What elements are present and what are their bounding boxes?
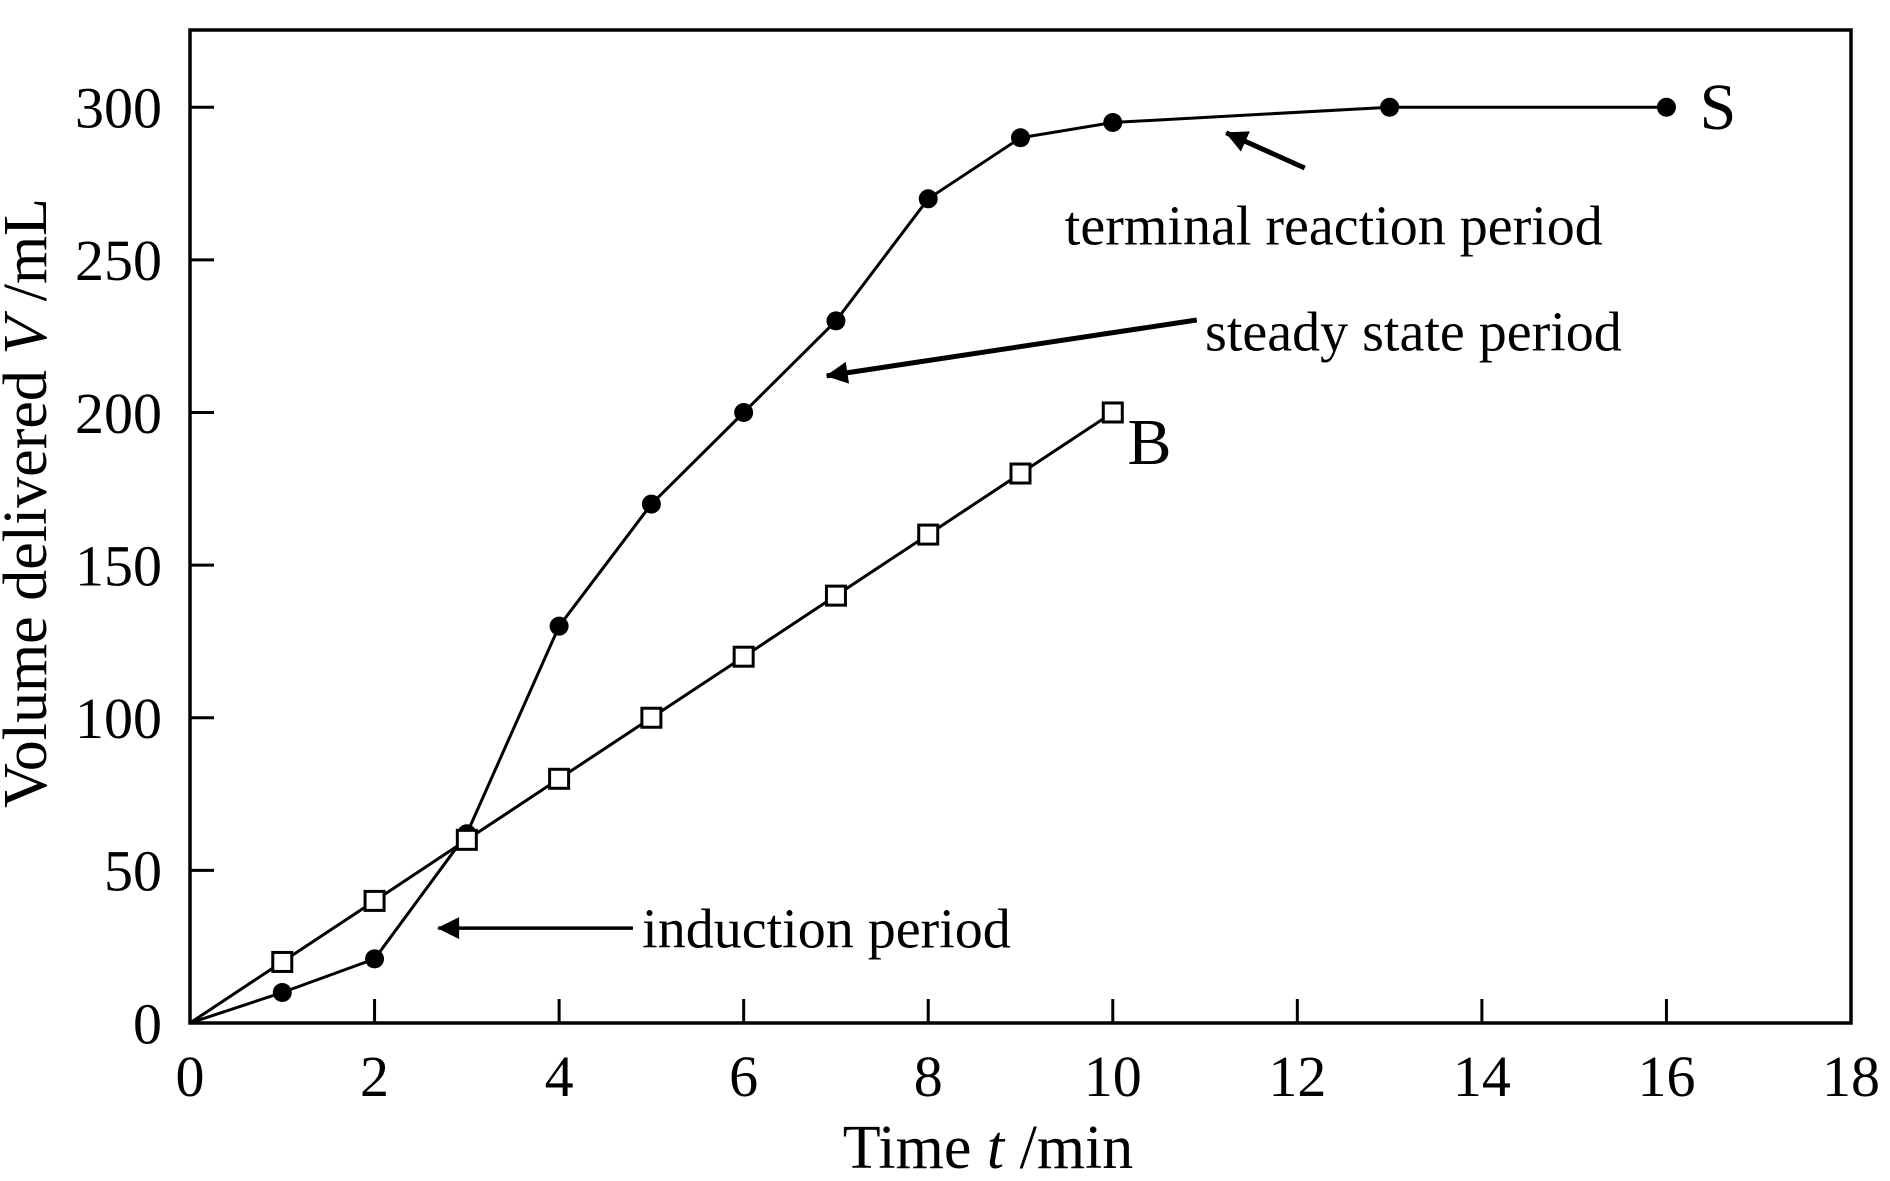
x-tick-label: 6 <box>729 1044 758 1109</box>
series-S-marker <box>549 616 569 636</box>
series-S-marker <box>365 949 385 969</box>
series-B-marker <box>363 889 386 912</box>
y-tick-label: 300 <box>75 76 162 141</box>
y-axis-title-part: V <box>0 311 60 355</box>
series-S-marker <box>1656 97 1676 117</box>
series-S-marker <box>918 189 938 209</box>
x-tick-label: 16 <box>1637 1044 1695 1109</box>
series-S-marker <box>734 402 754 422</box>
x-tick-label: 18 <box>1822 1044 1880 1109</box>
series-S-marker <box>272 982 292 1002</box>
y-axis-title-part: Volume delivered <box>0 355 60 808</box>
y-axis-title: Volume delivered V /mL <box>0 198 60 808</box>
series-S-marker <box>641 494 661 514</box>
series-B-marker <box>1009 462 1032 485</box>
y-axis-title-part: /mL <box>0 198 60 317</box>
x-axis-title-part: /min <box>1004 1114 1133 1181</box>
x-tick-label: 12 <box>1268 1044 1326 1109</box>
series-B-marker <box>917 523 940 546</box>
series-B-marker <box>1101 401 1124 424</box>
x-tick-label: 14 <box>1453 1044 1511 1109</box>
y-tick-label: 100 <box>75 686 162 751</box>
annotation-label-induction-period: induction period <box>642 899 1011 961</box>
annotation-label-terminal-reaction-period: terminal reaction period <box>1065 196 1603 258</box>
x-tick-label: 10 <box>1084 1044 1142 1109</box>
x-tick-label: 4 <box>545 1044 574 1109</box>
plot-frame <box>188 28 1853 1025</box>
y-tick-label: 50 <box>104 839 162 904</box>
x-axis-title-part: Time <box>843 1114 987 1181</box>
series-S-label: S <box>1700 71 1737 144</box>
x-tick-label: 8 <box>914 1044 943 1109</box>
series-S-marker <box>826 311 846 331</box>
series-S-marker <box>1103 112 1123 132</box>
annotation-label-steady-state-period: steady state period <box>1205 302 1622 364</box>
series-B-marker <box>824 584 847 607</box>
y-tick-label: 200 <box>75 381 162 446</box>
x-axis-title: Time t /min <box>843 1114 1134 1181</box>
series-B-label: B <box>1128 406 1172 479</box>
annotation-arrow-steady-state-period <box>825 317 1198 384</box>
series-B-marker <box>271 950 294 973</box>
x-axis-title-part: t <box>987 1114 1006 1181</box>
series-B-marker <box>455 828 478 851</box>
y-tick-label: 150 <box>75 533 162 598</box>
y-tick-label: 0 <box>133 991 162 1056</box>
series-B-marker <box>548 767 571 790</box>
series-B-marker <box>640 706 663 729</box>
x-tick-label: 2 <box>360 1044 389 1109</box>
annotation-arrow-terminal-reaction-period <box>1225 130 1306 171</box>
y-tick-label: 250 <box>75 228 162 293</box>
x-tick-label: 0 <box>176 1044 205 1109</box>
series-B-marker <box>732 645 755 668</box>
series-S-marker <box>1011 128 1030 148</box>
series-S-marker <box>1380 97 1400 117</box>
